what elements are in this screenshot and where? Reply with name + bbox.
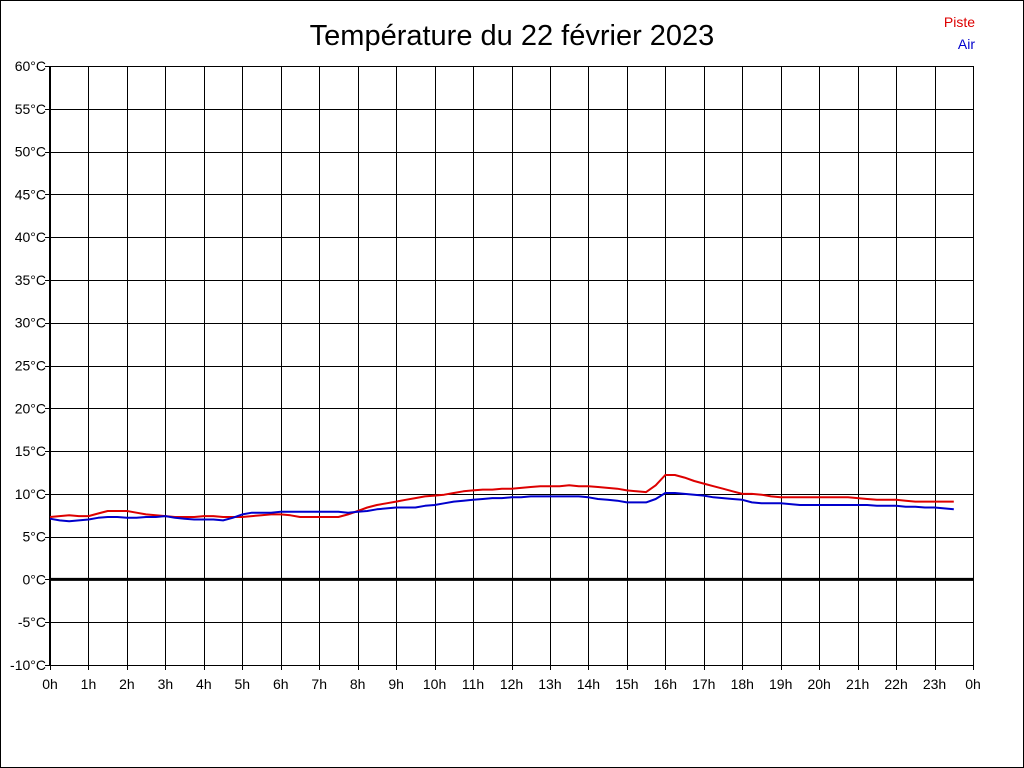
y-tick-label: 50°C: [15, 144, 46, 160]
x-tick-label: 11h: [462, 676, 484, 692]
series-line-piste: [49, 474, 954, 518]
x-tick-label: 0h: [42, 676, 58, 692]
legend-item-air: Air: [958, 36, 975, 52]
x-tick-label: 17h: [692, 676, 715, 692]
y-tick-label: 55°C: [15, 101, 46, 117]
x-tick-label: 7h: [311, 676, 327, 692]
plot-area-border: [49, 66, 974, 666]
grid: [45, 66, 974, 670]
x-tick-label: 19h: [769, 676, 792, 692]
x-tick-label: 23h: [923, 676, 946, 692]
x-tick-label: 2h: [119, 676, 135, 692]
y-tick-label: 45°C: [15, 186, 46, 202]
x-tick-label: 8h: [350, 676, 366, 692]
y-tick-label: 40°C: [15, 229, 46, 245]
x-tick-label: 9h: [388, 676, 404, 692]
y-tick-label: -10°C: [10, 657, 46, 673]
y-tick-label: 20°C: [15, 400, 46, 416]
y-tick-label: 5°C: [23, 529, 47, 545]
x-axis-ticks: 0h 1h 2h 3h 4h 5h 6h 7h 8h 9h 10h 11h 12h 13h 14h 15h 16…: [42, 676, 981, 692]
x-tick-label: 14h: [577, 676, 600, 692]
chart-title: Température du 22 février 2023: [310, 20, 715, 52]
x-tick-label: 0h: [965, 676, 981, 692]
x-tick-label: 10h: [423, 676, 446, 692]
x-tick-label: 4h: [196, 676, 212, 692]
y-tick-label: 30°C: [15, 315, 46, 331]
x-tick-label: 15h: [615, 676, 638, 692]
x-tick-label: 12h: [500, 676, 523, 692]
y-tick-label: 10°C: [15, 486, 46, 502]
y-tick-label: 35°C: [15, 272, 46, 288]
x-tick-label: 21h: [846, 676, 869, 692]
x-tick-label: 18h: [731, 676, 754, 692]
x-tick-label: 5h: [235, 676, 251, 692]
x-tick-label: 3h: [158, 676, 174, 692]
series-group: [49, 474, 954, 523]
x-tick-label: 6h: [273, 676, 289, 692]
series-line-air: [49, 492, 954, 523]
x-tick-label: 13h: [538, 676, 561, 692]
legend: Piste Air: [944, 14, 975, 52]
x-tick-label: 16h: [654, 676, 677, 692]
y-axis-ticks: 60°C 55°C 50°C 45°C 40°C 35°C 30°C 25°C 20°C 15°C…: [10, 58, 46, 673]
x-tick-label: 1h: [81, 676, 97, 692]
y-tick-label: 15°C: [15, 443, 46, 459]
x-tick-label: 22h: [884, 676, 907, 692]
y-tick-label: 25°C: [15, 358, 46, 374]
y-tick-label: 60°C: [15, 58, 46, 74]
y-tick-label: -5°C: [18, 614, 46, 630]
legend-item-piste: Piste: [944, 14, 975, 30]
x-tick-label: 20h: [807, 676, 830, 692]
y-tick-label: 0°C: [23, 571, 47, 587]
